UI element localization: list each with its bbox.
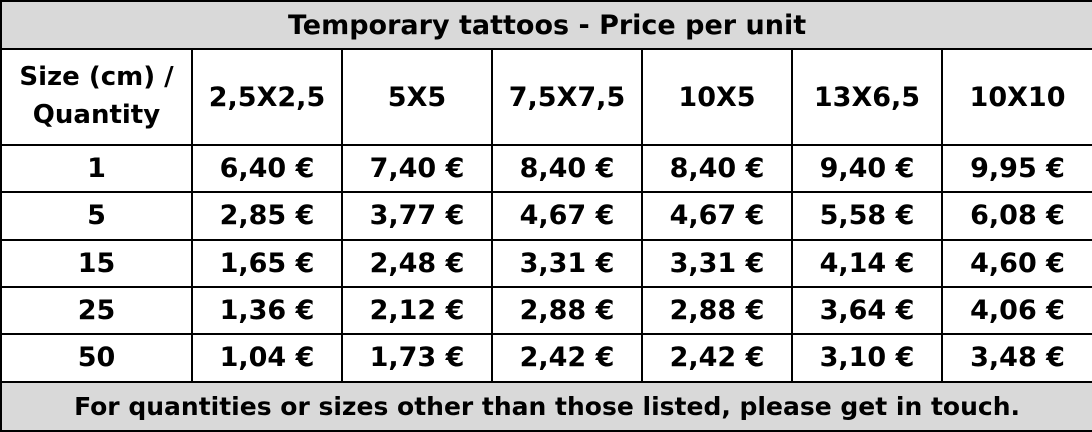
table-row: 50 1,04 € 1,73 € 2,42 € 2,42 € 3,10 € 3,… — [0, 333, 1092, 383]
price-cell: 4,60 € — [940, 238, 1092, 288]
price-cell: 2,42 € — [491, 333, 643, 383]
price-cell: 4,14 € — [791, 238, 943, 288]
price-cell: 3,48 € — [940, 333, 1092, 383]
footer-row: For quantities or sizes other than those… — [0, 380, 1092, 432]
table-row: 1 6,40 € 7,40 € 8,40 € 8,40 € 9,40 € 9,9… — [0, 143, 1092, 194]
size-quantity-header: Size (cm) / Quantity — [0, 48, 193, 146]
price-cell: 8,40 € — [641, 143, 793, 194]
quantity-cell: 5 — [0, 191, 193, 241]
size-header: 2,5X2,5 — [191, 48, 343, 146]
table-row: 25 1,36 € 2,12 € 2,88 € 2,88 € 3,64 € 4,… — [0, 285, 1092, 336]
price-cell: 1,36 € — [191, 285, 343, 336]
title-row: Temporary tattoos - Price per unit — [0, 0, 1092, 51]
price-cell: 1,65 € — [191, 238, 343, 288]
price-cell: 1,04 € — [191, 333, 343, 383]
price-cell: 3,10 € — [791, 333, 943, 383]
price-cell: 2,88 € — [491, 285, 643, 336]
size-header: 7,5X7,5 — [491, 48, 643, 146]
size-header: 10X10 — [940, 48, 1092, 146]
price-cell: 2,12 € — [341, 285, 493, 336]
price-cell: 6,40 € — [191, 143, 343, 194]
price-cell: 3,31 € — [491, 238, 643, 288]
price-cell: 8,40 € — [491, 143, 643, 194]
quantity-header-label: Quantity — [32, 100, 161, 131]
price-cell: 7,40 € — [341, 143, 493, 194]
price-cell: 4,67 € — [491, 191, 643, 241]
footer-note: For quantities or sizes other than those… — [0, 380, 1092, 432]
quantity-cell: 15 — [0, 238, 193, 288]
header-row: Size (cm) / Quantity 2,5X2,5 5X5 7,5X7,5… — [0, 48, 1092, 146]
price-cell: 3,31 € — [641, 238, 793, 288]
price-cell: 9,40 € — [791, 143, 943, 194]
size-header: 13X6,5 — [791, 48, 943, 146]
table-row: 15 1,65 € 2,48 € 3,31 € 3,31 € 4,14 € 4,… — [0, 238, 1092, 288]
quantity-cell: 1 — [0, 143, 193, 194]
price-cell: 4,67 € — [641, 191, 793, 241]
price-cell: 2,88 € — [641, 285, 793, 336]
price-cell: 5,58 € — [791, 191, 943, 241]
table-row: 5 2,85 € 3,77 € 4,67 € 4,67 € 5,58 € 6,0… — [0, 191, 1092, 241]
size-header-label: Size (cm) / — [19, 62, 174, 93]
price-cell: 4,06 € — [940, 285, 1092, 336]
price-cell: 9,95 € — [940, 143, 1092, 194]
size-header: 5X5 — [341, 48, 493, 146]
table-title: Temporary tattoos - Price per unit — [0, 0, 1092, 51]
price-cell: 2,48 € — [341, 238, 493, 288]
price-cell: 1,73 € — [341, 333, 493, 383]
quantity-cell: 25 — [0, 285, 193, 336]
price-cell: 3,64 € — [791, 285, 943, 336]
price-cell: 2,85 € — [191, 191, 343, 241]
price-cell: 2,42 € — [641, 333, 793, 383]
price-cell: 3,77 € — [341, 191, 493, 241]
size-header: 10X5 — [641, 48, 793, 146]
price-cell: 6,08 € — [940, 191, 1092, 241]
quantity-cell: 50 — [0, 333, 193, 383]
